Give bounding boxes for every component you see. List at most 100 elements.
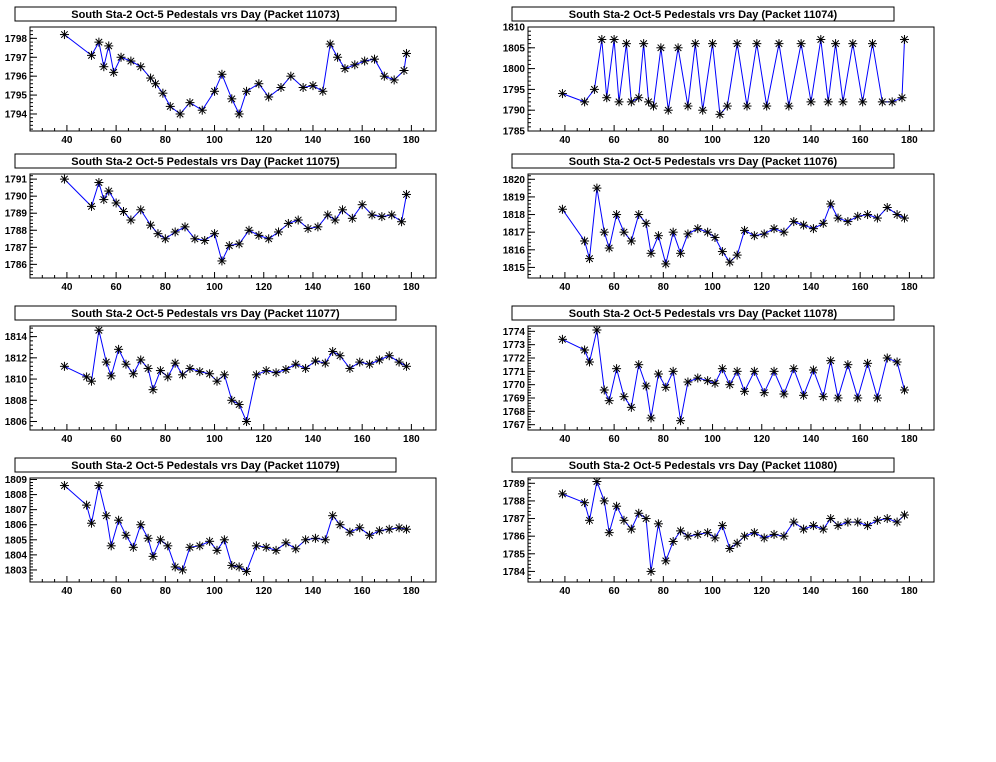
data-point	[703, 227, 713, 237]
data-point	[242, 417, 252, 427]
data-point	[210, 229, 220, 239]
data-point	[661, 259, 671, 269]
data-point	[799, 390, 809, 400]
data-point	[858, 97, 868, 107]
data-point	[146, 220, 156, 230]
data-point	[683, 531, 693, 541]
data-point	[401, 48, 411, 58]
x-tick-label: 80	[658, 586, 670, 597]
data-point	[599, 496, 609, 506]
data-point	[867, 39, 877, 49]
data-point	[732, 39, 742, 49]
data-point	[676, 416, 686, 426]
data-point	[789, 217, 799, 227]
data-point	[831, 39, 841, 49]
x-tick-label: 60	[111, 135, 123, 146]
data-point	[833, 393, 843, 403]
data-point	[732, 538, 742, 548]
data-point	[646, 413, 656, 423]
x-tick-label: 180	[403, 282, 420, 293]
y-tick-label: 1788	[503, 496, 526, 507]
chart-panel-6: 40 60 80 100 120 140 160 180 1767 1768 1769 1770 177…	[503, 305, 935, 445]
y-tick-label: 1797	[5, 53, 28, 64]
data-point	[668, 366, 678, 376]
x-tick-label: 160	[354, 282, 371, 293]
data-point	[397, 217, 407, 227]
data-point	[281, 538, 291, 548]
data-point	[379, 71, 389, 81]
data-point	[749, 528, 759, 538]
data-point	[740, 531, 750, 541]
data-point	[580, 97, 590, 107]
data-point	[585, 254, 595, 264]
data-point	[818, 392, 828, 402]
data-point	[833, 521, 843, 531]
data-point	[779, 531, 789, 541]
data-point	[109, 67, 119, 77]
data-point	[882, 514, 892, 524]
data-point	[899, 510, 909, 520]
data-point	[200, 235, 210, 245]
data-point	[101, 357, 111, 367]
data-point	[614, 97, 624, 107]
data-point	[227, 395, 237, 405]
data-point	[668, 536, 678, 546]
chart-panel-5: 40 60 80 100 120 140 160 180 1806 1808 1810 1812 181…	[5, 305, 437, 445]
data-point	[626, 97, 636, 107]
data-point	[180, 222, 190, 232]
chart-panel-1: 40 60 80 100 120 140 160 180 1794 1795 1796 1797 179…	[5, 6, 437, 146]
data-point	[759, 388, 769, 398]
data-point	[185, 98, 195, 108]
data-point	[264, 92, 274, 102]
x-tick-label: 60	[609, 434, 621, 445]
data-point	[116, 52, 126, 62]
x-tick-label: 40	[61, 434, 73, 445]
data-point	[119, 207, 129, 217]
data-point	[136, 205, 146, 215]
data-point	[673, 43, 683, 53]
data-point	[661, 556, 671, 566]
data-point	[717, 364, 727, 374]
data-point	[374, 355, 384, 365]
data-point	[826, 199, 836, 209]
data-point	[769, 529, 779, 539]
x-tick-label: 120	[255, 434, 272, 445]
y-tick-label: 1794	[5, 109, 28, 120]
y-tick-label: 1808	[5, 490, 28, 501]
data-point	[212, 545, 222, 555]
x-tick-label: 140	[803, 434, 820, 445]
x-tick-label: 80	[160, 135, 172, 146]
data-point	[882, 353, 892, 363]
series-line	[561, 188, 905, 265]
data-point	[639, 39, 649, 49]
data-point	[310, 533, 320, 543]
x-tick-label: 40	[559, 282, 571, 293]
plot-frame	[29, 325, 437, 431]
x-tick-label: 100	[206, 135, 223, 146]
data-point	[853, 211, 863, 221]
x-tick-label: 120	[255, 586, 272, 597]
x-tick-label: 60	[609, 282, 621, 293]
data-point	[887, 97, 897, 107]
data-point	[389, 75, 399, 85]
data-point	[759, 229, 769, 239]
data-point	[301, 363, 311, 373]
data-point	[298, 83, 308, 93]
x-tick-label: 120	[255, 135, 272, 146]
data-point	[320, 535, 330, 545]
data-point	[899, 34, 909, 44]
data-point	[377, 212, 387, 222]
x-tick-label: 120	[753, 135, 770, 146]
series-line	[562, 329, 905, 421]
data-point	[641, 514, 651, 524]
y-tick-label: 1803	[5, 565, 28, 576]
data-point	[612, 364, 622, 374]
data-point	[281, 365, 291, 375]
data-point	[863, 521, 873, 531]
data-point	[355, 523, 365, 533]
data-point	[853, 517, 863, 527]
x-tick-label: 100	[206, 586, 223, 597]
y-tick-label: 1798	[5, 34, 28, 45]
chart-title-box	[14, 305, 397, 321]
data-point	[612, 210, 622, 220]
